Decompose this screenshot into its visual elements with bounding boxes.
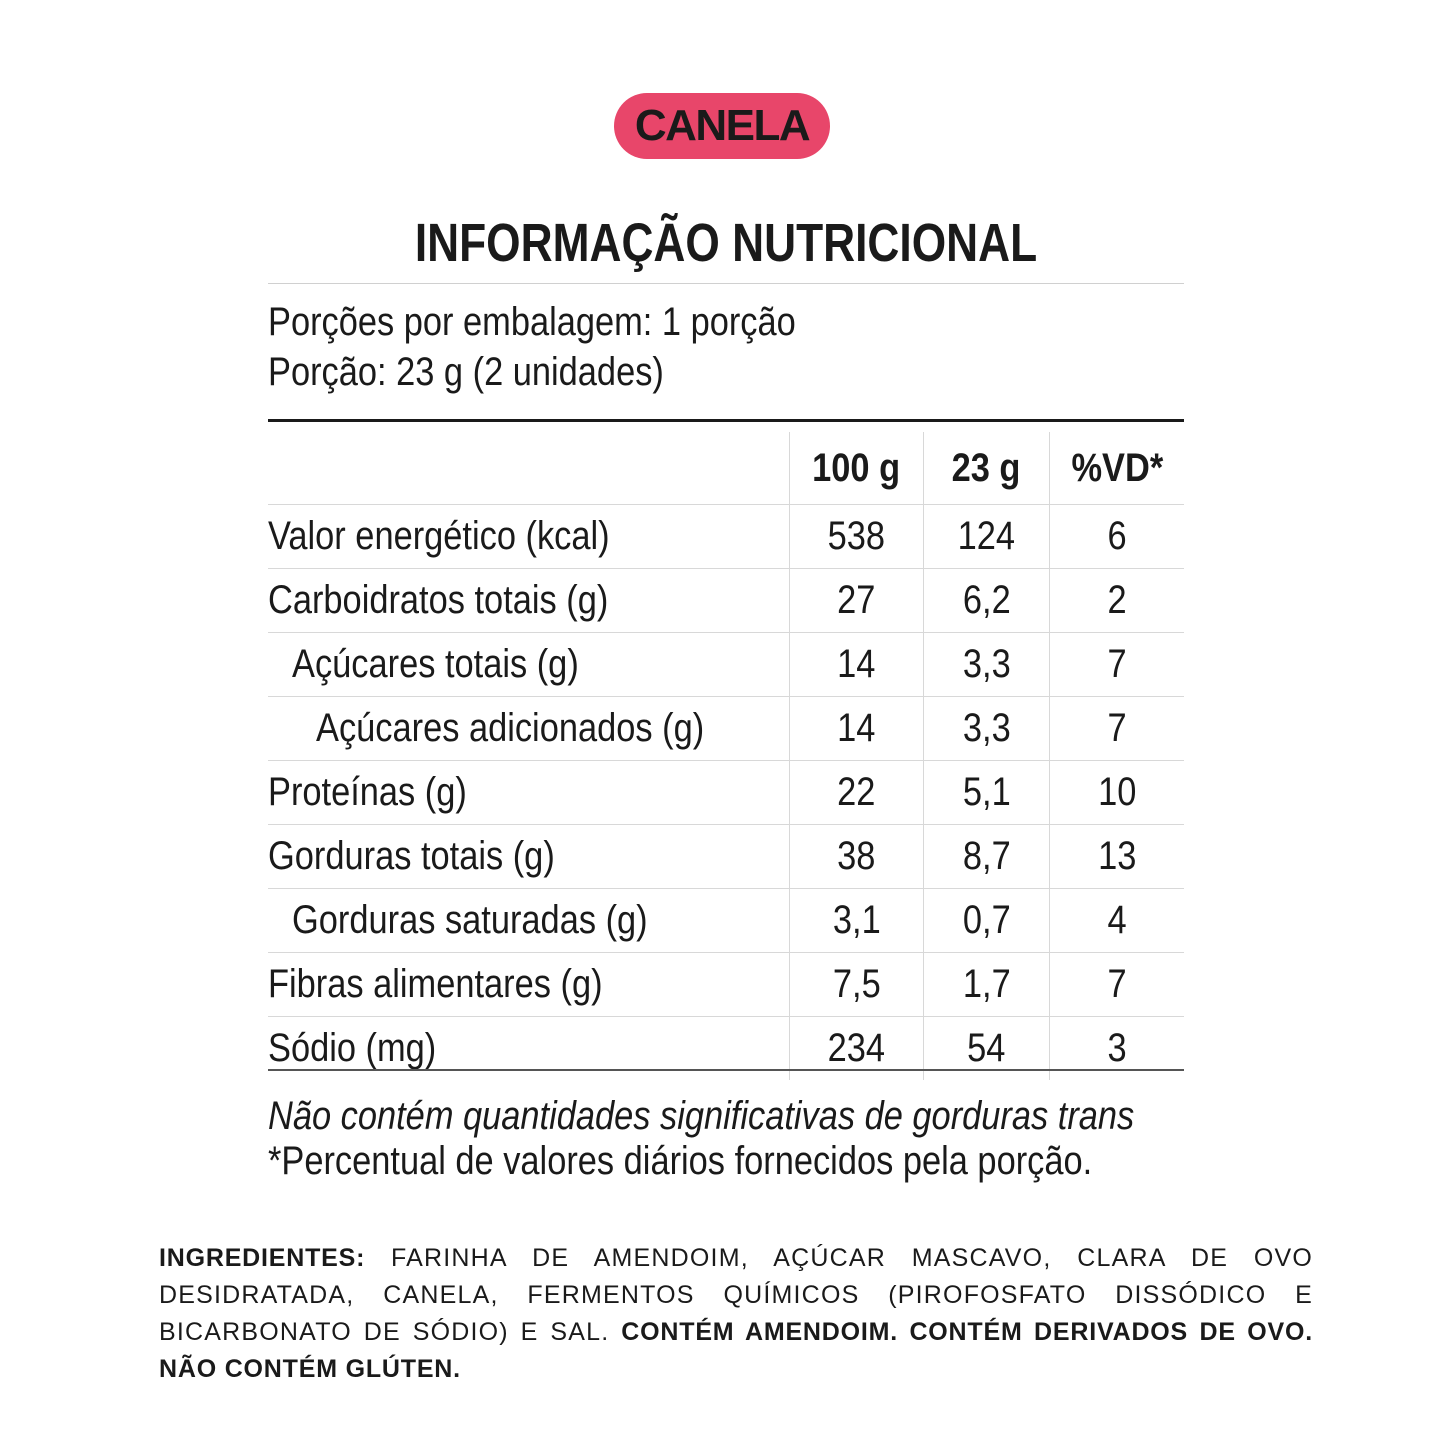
value-per-100g: 27 <box>789 568 924 633</box>
value-daily: 7 <box>1049 632 1184 697</box>
value-daily: 13 <box>1049 824 1184 889</box>
ingredients-list: FARINHA DE AMENDOIM, AÇÚCAR MASCAVO, CLA… <box>159 1244 1313 1346</box>
header-per-portion: 23 g <box>922 432 1050 505</box>
table-row: Fibras alimentares (g) 7,5 1,7 7 <box>268 952 1184 1017</box>
flavor-badge: CANELA <box>614 93 830 159</box>
table-row: Valor energético (kcal) 538 124 6 <box>268 504 1184 569</box>
nutrient-label: Açúcares adicionados (g) <box>268 696 790 761</box>
allergen-statement: CONTÉM AMENDOIM. CONTÉM DERIVADOS DE OVO… <box>159 1318 1313 1383</box>
table-header-row: 100 g 23 g %VD* <box>268 432 1184 505</box>
nutrient-label: Sódio (mg) <box>268 1026 437 1070</box>
header-daily-value: %VD* <box>1049 432 1184 505</box>
value-per-portion: 5,1 <box>922 760 1050 825</box>
nutrient-label: Proteínas (g) <box>268 760 790 825</box>
header-label <box>268 432 790 505</box>
value-per-portion: 3,3 <box>922 696 1050 761</box>
value-daily: 2 <box>1049 568 1184 633</box>
value-per-portion: 124 <box>922 504 1050 569</box>
value-daily: 7 <box>1049 696 1184 761</box>
value-per-100g: 7,5 <box>789 952 924 1017</box>
value-per-portion: 8,7 <box>922 824 1050 889</box>
daily-value-footnote: *Percentual de valores diários fornecido… <box>268 1139 1093 1183</box>
value-per-100g: 14 <box>789 632 924 697</box>
portion-size: Porção: 23 g (2 unidades) <box>268 350 664 394</box>
nutrient-label: Gorduras totais (g) <box>268 824 790 889</box>
ingredients-heading: INGREDIENTES: <box>159 1244 366 1272</box>
value-per-100g: 14 <box>789 696 924 761</box>
value-daily: 7 <box>1049 952 1184 1017</box>
nutrient-label: Açúcares totais (g) <box>268 632 790 697</box>
table-row: Gorduras saturadas (g) 3,1 0,7 4 <box>268 888 1184 953</box>
value-per-100g: 22 <box>789 760 924 825</box>
table-row: Proteínas (g) 22 5,1 10 <box>268 760 1184 825</box>
title-divider <box>268 283 1184 284</box>
table-top-rule <box>268 419 1184 422</box>
table-bottom-rule <box>268 1069 1184 1071</box>
nutrient-label: Valor energético (kcal) <box>268 504 790 569</box>
table-row: Carboidratos totais (g) 27 6,2 2 <box>268 568 1184 633</box>
value-per-100g: 538 <box>789 504 924 569</box>
table-row: Gorduras totais (g) 38 8,7 13 <box>268 824 1184 889</box>
servings-per-package: Porções por embalagem: 1 porção <box>268 300 796 344</box>
value-per-portion: 0,7 <box>922 888 1050 953</box>
value-per-100g: 38 <box>789 824 924 889</box>
nutrient-label: Fibras alimentares (g) <box>268 952 790 1017</box>
value-per-portion: 1,7 <box>922 952 1050 1017</box>
value-per-portion: 3,3 <box>922 632 1050 697</box>
header-per-100g: 100 g <box>789 432 924 505</box>
value-daily: 4 <box>1049 888 1184 953</box>
nutrient-label: Carboidratos totais (g) <box>268 568 790 633</box>
value-per-portion: 6,2 <box>922 568 1050 633</box>
page-title: INFORMAÇÃO NUTRICIONAL <box>414 213 1038 273</box>
nutrition-table: 100 g 23 g %VD* Valor energético (kcal) … <box>268 432 1184 1080</box>
value-daily: 6 <box>1049 504 1184 569</box>
trans-fat-note: Não contém quantidades significativas de… <box>268 1094 1135 1138</box>
nutrient-label: Gorduras saturadas (g) <box>268 888 790 953</box>
ingredients-block: INGREDIENTES: FARINHA DE AMENDOIM, AÇÚCA… <box>159 1240 1313 1388</box>
table-row: Açúcares totais (g) 14 3,3 7 <box>268 632 1184 697</box>
value-per-100g: 3,1 <box>789 888 924 953</box>
value-daily: 10 <box>1049 760 1184 825</box>
table-row: Açúcares adicionados (g) 14 3,3 7 <box>268 696 1184 761</box>
